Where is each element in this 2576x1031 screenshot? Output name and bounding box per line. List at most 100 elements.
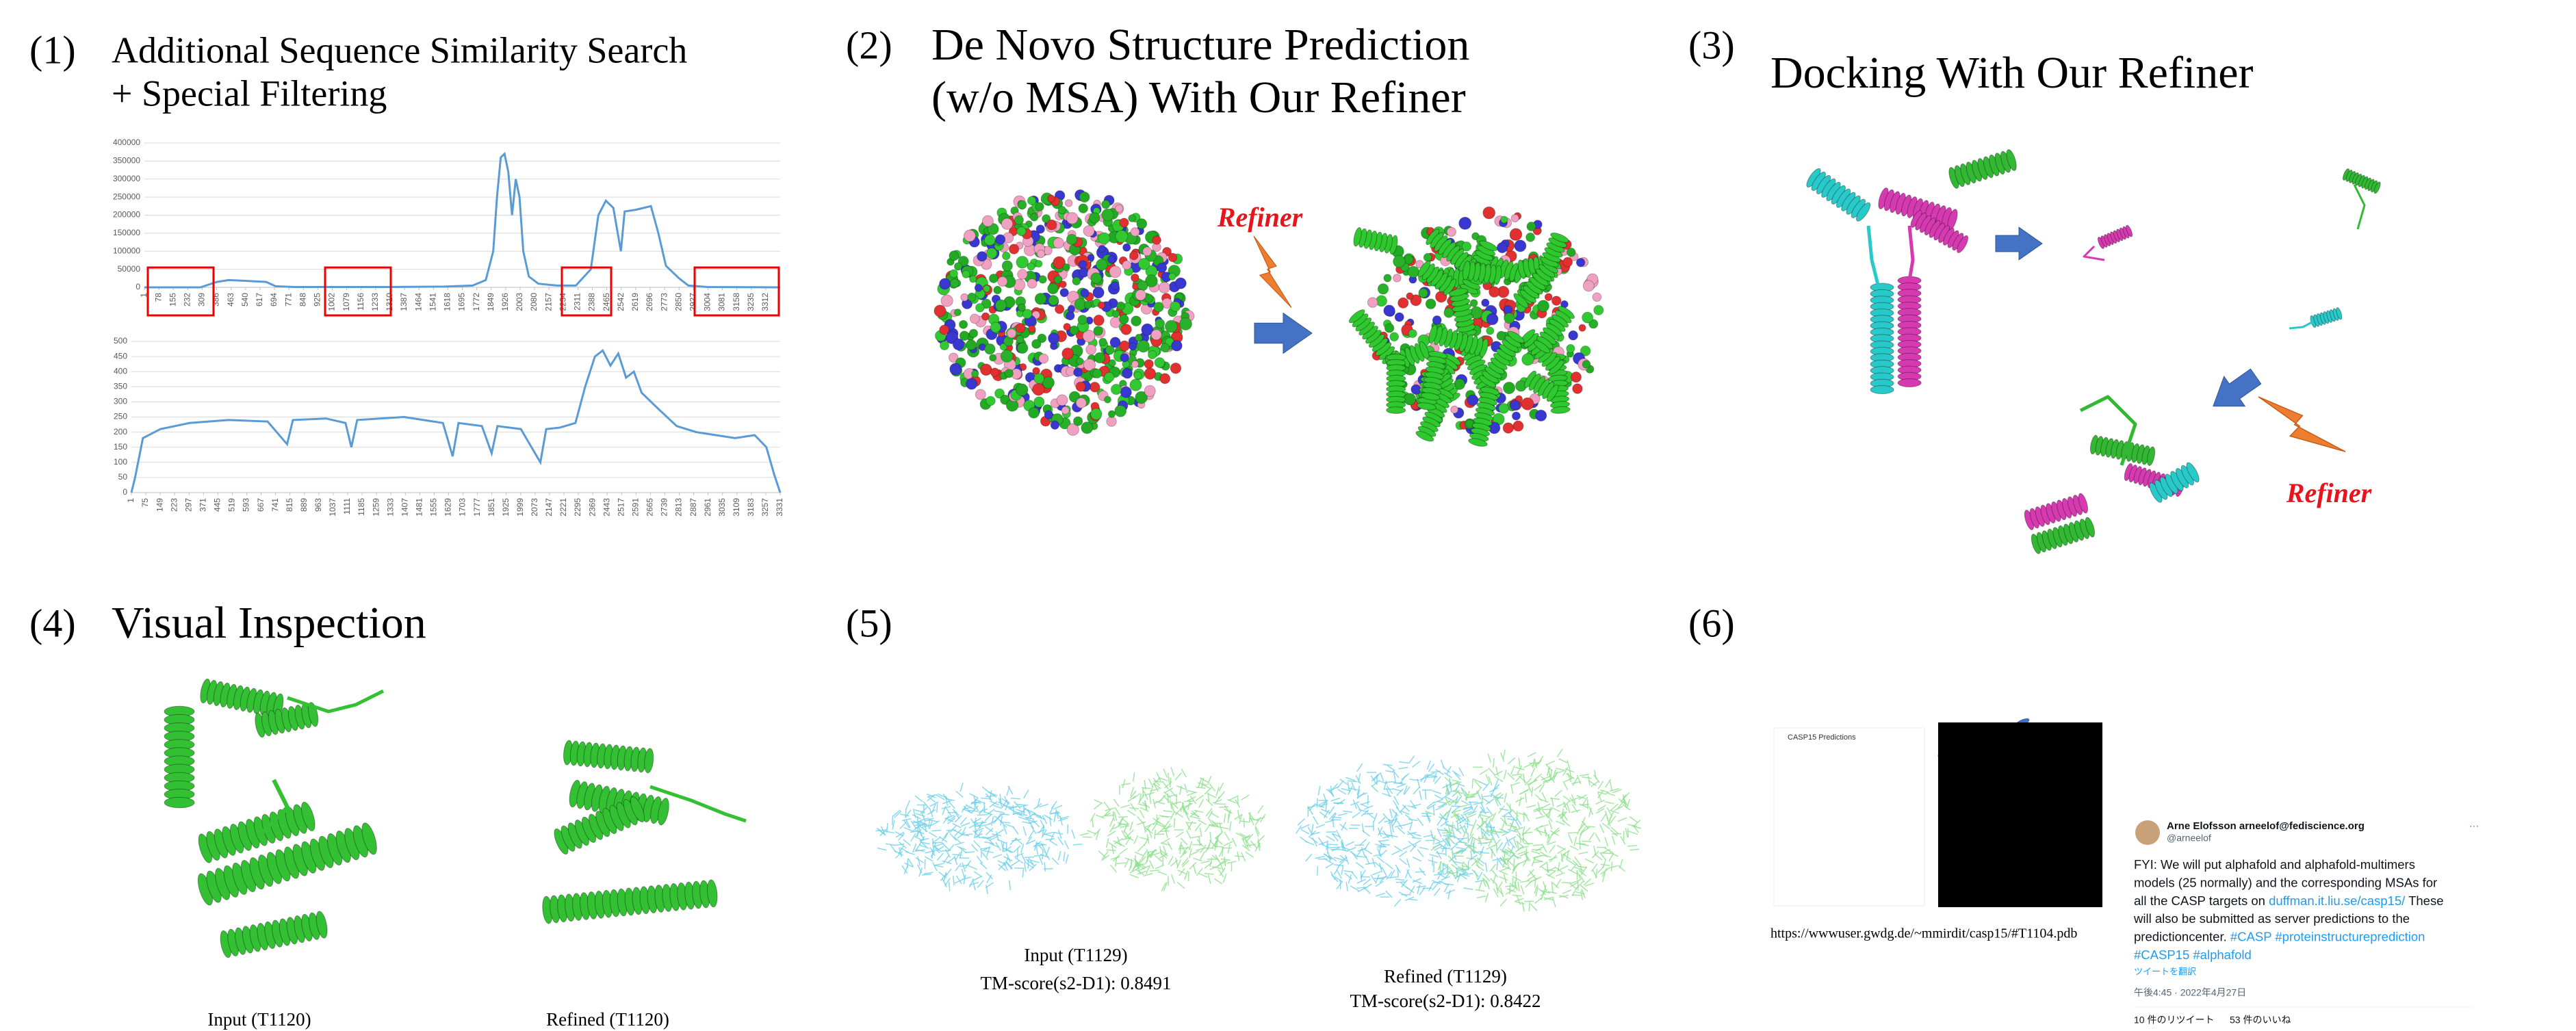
bond xyxy=(1054,813,1056,822)
bond xyxy=(1563,796,1571,801)
bond xyxy=(1058,851,1060,861)
bond xyxy=(1499,876,1508,880)
bond xyxy=(1334,857,1343,860)
coil xyxy=(2084,246,2104,260)
atom xyxy=(1143,247,1152,256)
x-tick-label: 1925 xyxy=(501,498,511,517)
bond xyxy=(1343,871,1353,872)
bond xyxy=(1582,821,1588,828)
bond xyxy=(962,877,972,879)
coil xyxy=(2354,185,2365,229)
bond xyxy=(1130,822,1133,831)
bond xyxy=(1606,779,1610,787)
x-tick-label: 1387 xyxy=(399,293,409,311)
atom xyxy=(1079,267,1089,277)
atom xyxy=(940,341,949,350)
bond xyxy=(1378,877,1388,878)
bond xyxy=(1465,823,1473,826)
bond xyxy=(1235,856,1244,857)
bond xyxy=(1399,761,1408,763)
atom xyxy=(1583,280,1594,291)
bond xyxy=(929,833,937,837)
bond xyxy=(1155,855,1162,861)
bond xyxy=(1562,890,1571,893)
bond xyxy=(1557,749,1562,757)
bond xyxy=(949,882,950,891)
atom xyxy=(959,320,968,328)
bond xyxy=(1129,808,1139,809)
x-tick-label: 463 xyxy=(226,293,235,306)
atom xyxy=(1003,252,1011,260)
bond xyxy=(1533,861,1543,863)
bond xyxy=(1326,836,1335,841)
bond xyxy=(1479,880,1482,889)
bond xyxy=(993,854,1002,858)
translate-link[interactable]: ツイートを翻訳 xyxy=(2134,966,2196,976)
y-tick-label: 100 xyxy=(114,457,127,467)
bond xyxy=(1181,769,1186,777)
bond xyxy=(1534,774,1542,780)
tweet-line: #CASP15 #alphafold xyxy=(2134,948,2252,962)
x-tick-label: 925 xyxy=(313,293,322,306)
bond xyxy=(1296,826,1302,834)
figure: (1) Additional Sequence Similarity Searc… xyxy=(0,0,2576,1031)
bond xyxy=(1618,865,1625,872)
atom xyxy=(1582,361,1590,369)
bond xyxy=(918,857,920,866)
bond xyxy=(1518,882,1519,891)
bond xyxy=(1027,813,1035,818)
bond xyxy=(1546,761,1555,764)
bond xyxy=(1010,838,1017,845)
atom xyxy=(1390,332,1399,341)
y-tick-label: 150 xyxy=(114,442,127,452)
x-tick-label: 848 xyxy=(298,293,307,306)
bond xyxy=(1014,846,1020,852)
atom xyxy=(959,331,969,341)
atom xyxy=(1459,217,1471,229)
bond xyxy=(1120,826,1129,827)
bond xyxy=(915,796,923,802)
atom xyxy=(1406,293,1413,300)
bond xyxy=(1211,826,1220,827)
helix-turn xyxy=(164,797,194,807)
x-tick-label: 1772 xyxy=(472,293,481,311)
x-tick-label: 1079 xyxy=(342,293,351,311)
bond xyxy=(1482,796,1491,797)
x-tick-label: 149 xyxy=(155,498,164,512)
bond xyxy=(1559,865,1568,870)
bond xyxy=(1512,774,1521,775)
atom xyxy=(1148,350,1157,358)
bond xyxy=(1363,813,1373,814)
bond xyxy=(1374,878,1384,879)
bond xyxy=(1191,851,1200,855)
bond xyxy=(1131,803,1136,811)
bond xyxy=(931,830,941,831)
atom xyxy=(1504,313,1515,323)
bond xyxy=(1206,799,1213,806)
bond xyxy=(1520,880,1530,882)
atom xyxy=(1130,379,1142,391)
atom xyxy=(1084,301,1092,309)
bond xyxy=(1113,799,1119,807)
bond xyxy=(996,829,1003,835)
bond xyxy=(1445,777,1452,783)
structure-viewer xyxy=(1938,722,2102,907)
bond xyxy=(1543,809,1552,810)
bond xyxy=(1080,833,1090,835)
bond xyxy=(1419,847,1429,849)
atom xyxy=(1094,315,1104,325)
atom xyxy=(975,389,986,400)
bond xyxy=(1525,813,1530,821)
atom xyxy=(1426,299,1436,309)
panel-title: Docking With Our Refiner xyxy=(1770,48,2253,98)
bond xyxy=(1444,884,1449,892)
bond xyxy=(1241,821,1250,822)
x-tick-label: 617 xyxy=(255,293,264,306)
bond xyxy=(1458,841,1468,843)
bond xyxy=(994,811,1004,813)
bond xyxy=(1127,810,1135,815)
x-tick-label: 1849 xyxy=(486,293,495,311)
bond xyxy=(1471,837,1473,846)
x-tick-label: 519 xyxy=(227,498,237,512)
bond xyxy=(1306,854,1312,861)
